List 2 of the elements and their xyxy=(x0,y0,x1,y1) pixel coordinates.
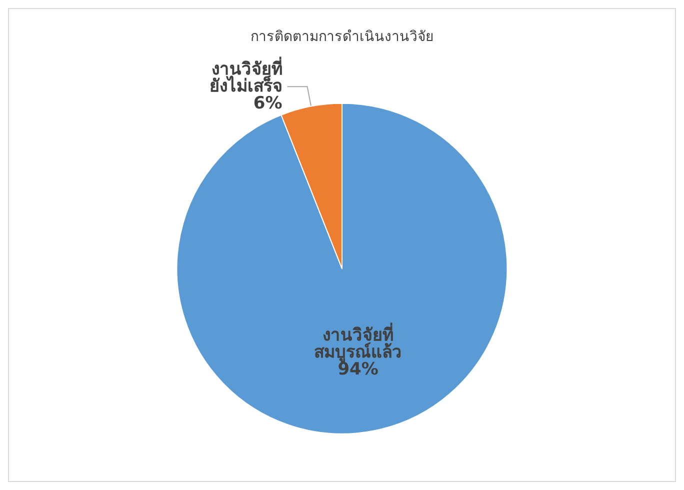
chart-title: การติดตามการดำเนินงานวิจัย xyxy=(250,29,434,45)
slice-label: งานวิจัยที่ สมบูรณ์แล้ว xyxy=(314,322,402,364)
